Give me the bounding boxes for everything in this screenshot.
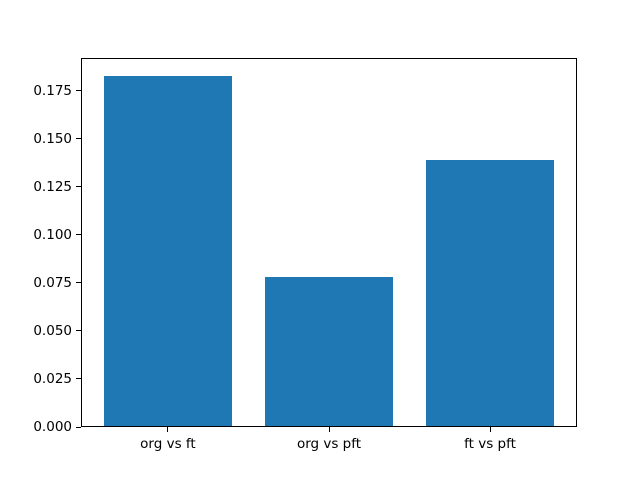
y-tick-label: 0.125 [33, 178, 72, 195]
bar [264, 277, 394, 426]
bar [103, 75, 233, 426]
y-tick-mark [76, 90, 81, 92]
y-tick-mark [76, 234, 81, 236]
y-tick-mark [76, 426, 81, 428]
x-tick-label: ft vs pft [464, 436, 516, 452]
x-tick-mark [489, 427, 491, 432]
y-tick-mark [76, 330, 81, 332]
y-tick-label: 0.175 [33, 82, 72, 99]
y-tick-mark [76, 282, 81, 284]
y-tick-label: 0.025 [33, 370, 72, 387]
y-tick-mark [76, 186, 81, 188]
x-tick-label: org vs ft [140, 436, 196, 452]
y-tick-label: 0.050 [33, 322, 72, 339]
x-tick-mark [328, 427, 330, 432]
y-tick-mark [76, 378, 81, 380]
x-tick-label: org vs pft [296, 436, 362, 452]
y-tick-label: 0.000 [33, 419, 72, 435]
bar [425, 160, 555, 426]
y-tick-label: 0.150 [33, 130, 72, 147]
x-tick-mark [167, 427, 169, 432]
y-tick-label: 0.075 [33, 274, 72, 291]
y-tick-label: 0.100 [33, 226, 72, 243]
plot-area [81, 58, 577, 427]
y-tick-mark [76, 138, 81, 140]
